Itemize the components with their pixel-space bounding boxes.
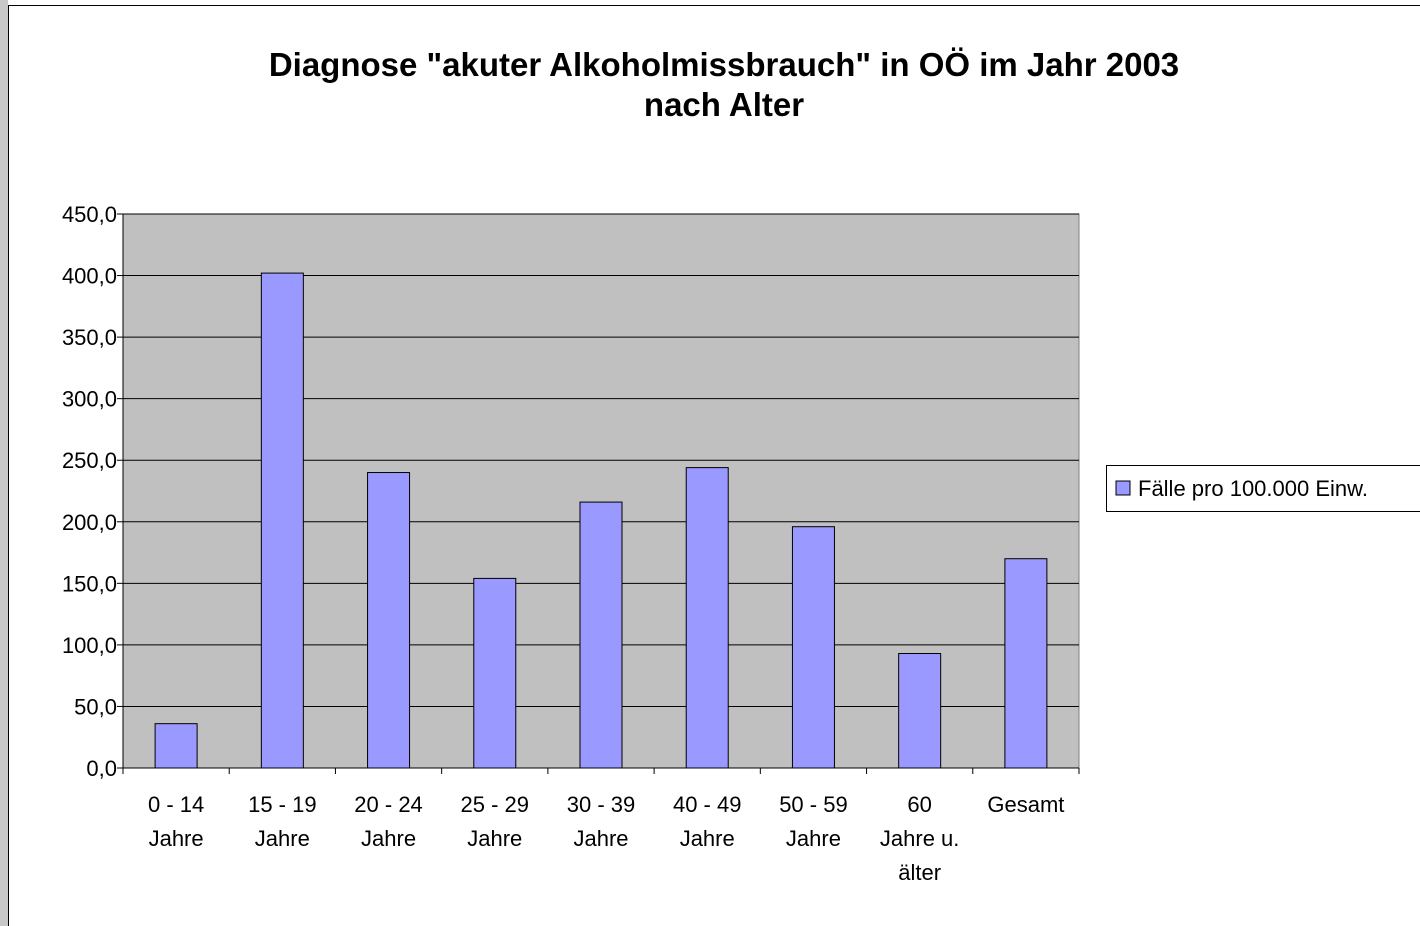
y-tick-label: 100,0 <box>62 633 117 658</box>
bar <box>898 653 942 769</box>
bar <box>579 501 623 769</box>
bar <box>260 272 304 769</box>
bar <box>154 723 198 769</box>
bar <box>473 577 517 769</box>
y-tick-label: 0,0 <box>86 756 117 781</box>
bar <box>367 472 411 769</box>
y-tick-label: 150,0 <box>62 571 117 596</box>
x-tick-label: 40 - 49 Jahre <box>673 792 742 851</box>
x-tick-label: Gesamt <box>987 792 1064 817</box>
bar <box>685 467 729 769</box>
bar <box>791 526 835 769</box>
bar <box>1004 558 1048 769</box>
x-tick-label: 20 - 24 Jahre <box>354 792 423 851</box>
x-tick-label: 60 Jahre u. älter <box>880 792 960 885</box>
y-tick-label: 450,0 <box>62 202 117 227</box>
y-tick-label: 300,0 <box>62 387 117 412</box>
legend-label: Fälle pro 100.000 Einw. <box>1138 476 1368 501</box>
y-tick-label: 250,0 <box>62 448 117 473</box>
x-tick-label: 25 - 29 Jahre <box>461 792 530 851</box>
legend-box <box>1106 465 1420 512</box>
chart-title: Diagnose "akuter Alkoholmissbrauch" in O… <box>269 46 1179 123</box>
x-tick-label: 30 - 39 Jahre <box>567 792 636 851</box>
x-tick-label: 15 - 19 Jahre <box>248 792 317 851</box>
y-tick-label: 400,0 <box>62 264 117 289</box>
x-tick-label: 0 - 14 Jahre <box>148 792 204 851</box>
y-tick-label: 200,0 <box>62 510 117 535</box>
y-tick-label: 350,0 <box>62 325 117 350</box>
x-tick-label: 50 - 59 Jahre <box>779 792 848 851</box>
y-tick-label: 50,0 <box>74 694 117 719</box>
legend-swatch <box>1115 480 1131 496</box>
window-edge <box>0 0 8 926</box>
